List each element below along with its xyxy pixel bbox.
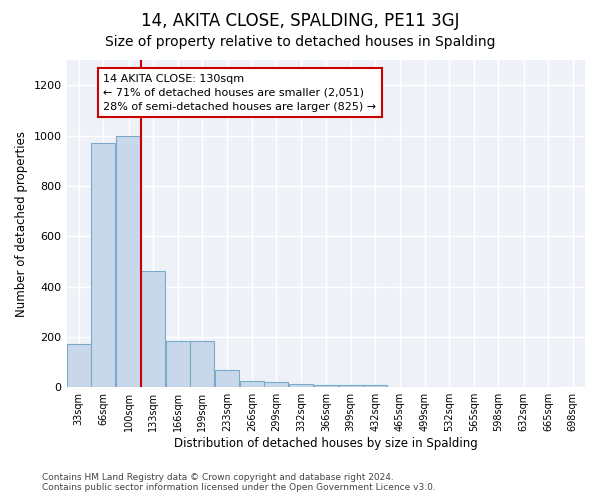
Bar: [314, 384, 338, 387]
Text: 14 AKITA CLOSE: 130sqm
← 71% of detached houses are smaller (2,051)
28% of semi-: 14 AKITA CLOSE: 130sqm ← 71% of detached…: [103, 74, 376, 112]
Text: Contains HM Land Registry data © Crown copyright and database right 2024.
Contai: Contains HM Land Registry data © Crown c…: [42, 473, 436, 492]
Text: 14, AKITA CLOSE, SPALDING, PE11 3GJ: 14, AKITA CLOSE, SPALDING, PE11 3GJ: [141, 12, 459, 30]
Bar: [141, 272, 165, 387]
Text: Size of property relative to detached houses in Spalding: Size of property relative to detached ho…: [105, 35, 495, 49]
Bar: [338, 385, 363, 387]
Bar: [116, 136, 140, 387]
Bar: [240, 381, 264, 387]
Bar: [67, 344, 91, 387]
Bar: [190, 340, 214, 387]
Bar: [91, 143, 115, 387]
X-axis label: Distribution of detached houses by size in Spalding: Distribution of detached houses by size …: [174, 437, 478, 450]
Bar: [363, 384, 387, 387]
Bar: [166, 340, 190, 387]
Bar: [289, 384, 313, 387]
Bar: [265, 382, 289, 387]
Y-axis label: Number of detached properties: Number of detached properties: [15, 130, 28, 316]
Bar: [215, 370, 239, 387]
